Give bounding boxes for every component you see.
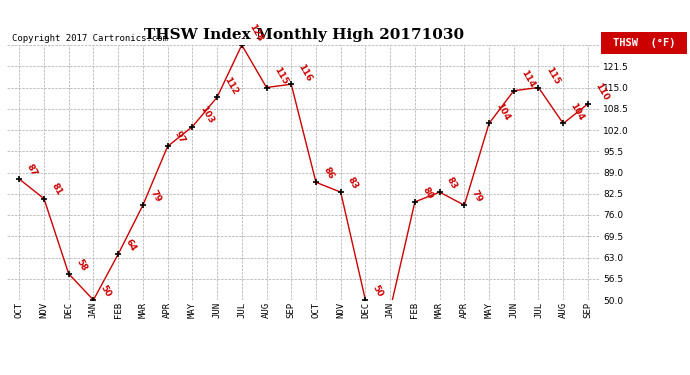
Text: 87: 87 [25, 162, 39, 178]
Text: 79: 79 [470, 188, 484, 204]
Text: 115: 115 [272, 65, 289, 86]
Text: 128: 128 [247, 23, 264, 44]
Title: THSW Index Monthly High 20171030: THSW Index Monthly High 20171030 [144, 28, 464, 42]
Text: 97: 97 [173, 129, 188, 145]
Text: 83: 83 [445, 176, 459, 191]
Text: 110: 110 [593, 82, 611, 102]
Text: 103: 103 [198, 105, 215, 125]
Text: THSW  (°F): THSW (°F) [613, 38, 676, 48]
Text: 58: 58 [75, 257, 88, 273]
Text: 114: 114 [520, 69, 537, 89]
Text: 86: 86 [322, 166, 335, 181]
Text: 112: 112 [223, 75, 240, 96]
Text: 81: 81 [50, 182, 63, 197]
Text: 116: 116 [297, 62, 314, 83]
Text: 79: 79 [148, 188, 163, 204]
Text: 47: 47 [0, 374, 1, 375]
Text: 50: 50 [371, 284, 385, 298]
Text: 104: 104 [569, 101, 586, 122]
Text: 104: 104 [495, 101, 512, 122]
Text: 115: 115 [544, 65, 561, 86]
Text: 50: 50 [99, 284, 113, 298]
Text: 80: 80 [420, 185, 435, 201]
Text: 64: 64 [124, 237, 138, 253]
Text: 83: 83 [346, 176, 360, 191]
Text: Copyright 2017 Cartronics.com: Copyright 2017 Cartronics.com [12, 34, 168, 44]
